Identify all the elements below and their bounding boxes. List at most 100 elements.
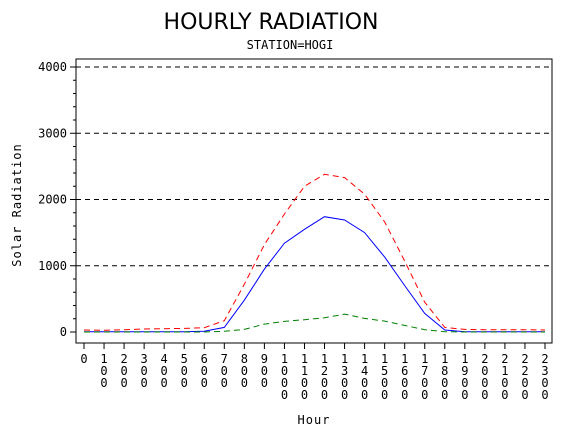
x-tick-digit: 2	[521, 364, 528, 378]
x-tick-digit: 0	[221, 364, 228, 378]
x-axis-label: Hour	[298, 413, 331, 427]
x-tick-digit: 0	[161, 376, 168, 390]
x-tick-digit: 0	[301, 376, 308, 390]
y-tick-label: 4000	[38, 60, 67, 74]
x-tick-digit: 2	[481, 352, 488, 366]
x-tick-label: 0	[80, 352, 87, 366]
x-tick-digit: 0	[321, 388, 328, 402]
x-tick-digit: 0	[161, 364, 168, 378]
series-line-1	[83, 173, 546, 331]
x-tick-label: 700	[221, 352, 228, 390]
x-tick-digit: 0	[181, 376, 188, 390]
x-tick-digit: 0	[281, 376, 288, 390]
x-tick-label: 600	[201, 352, 208, 390]
x-tick-digit: 0	[181, 364, 188, 378]
x-tick-digit: 1	[301, 364, 308, 378]
x-tick-digit: 0	[521, 376, 528, 390]
x-tick-digit: 0	[441, 376, 448, 390]
x-tick-digit: 0	[461, 388, 468, 402]
x-tick-digit: 0	[341, 388, 348, 402]
series-line-2	[84, 216, 545, 333]
x-tick-label: 500	[181, 352, 188, 390]
x-tick-digit: 0	[501, 376, 508, 390]
x-tick-digit: 0	[261, 376, 268, 390]
y-tick-label: 1000	[38, 259, 67, 273]
x-tick-digit: 8	[441, 364, 448, 378]
x-tick-digit: 0	[141, 364, 148, 378]
x-tick-digit: 0	[381, 388, 388, 402]
x-tick-digit: 0	[261, 364, 268, 378]
x-tick-digit: 1	[100, 352, 107, 366]
x-tick-digit: 1	[441, 352, 448, 366]
series-line-3	[84, 313, 545, 333]
x-tick-digit: 1	[381, 352, 388, 366]
x-tick-digit: 2	[501, 352, 508, 366]
x-tick-digit: 0	[80, 352, 87, 366]
x-tick-digit: 9	[261, 352, 268, 366]
y-tick-label: 3000	[38, 126, 67, 140]
x-tick-digit: 0	[521, 388, 528, 402]
x-tick-digit: 2	[521, 352, 528, 366]
x-tick-digit: 3	[541, 364, 548, 378]
x-tick-label: 1000	[281, 352, 288, 402]
series-lines	[83, 173, 546, 333]
x-tick-digit: 0	[301, 388, 308, 402]
x-tick-digit: 0	[361, 376, 368, 390]
x-tick-digit: 0	[541, 388, 548, 402]
x-tick-digit: 1	[321, 352, 328, 366]
x-tick-digit: 3	[141, 352, 148, 366]
plot-frame	[75, 58, 553, 344]
x-tick-digit: 0	[281, 364, 288, 378]
x-tick-digit: 1	[421, 352, 428, 366]
x-tick-digit: 2	[321, 364, 328, 378]
x-tick-digit: 6	[401, 364, 408, 378]
x-tick-digit: 1	[301, 352, 308, 366]
x-tick-digit: 2	[541, 352, 548, 366]
y-axis-label: Solar Radiation	[10, 143, 24, 266]
x-tick-digit: 1	[461, 352, 468, 366]
x-tick-digit: 3	[341, 364, 348, 378]
grid-lines	[76, 66, 552, 267]
y-axis: 0 1000 2000 3000 4000	[38, 60, 76, 339]
y-tick-label: 0	[60, 325, 67, 339]
x-tick-digit: 0	[481, 376, 488, 390]
x-tick-digit: 0	[100, 364, 107, 378]
x-tick-digit: 5	[181, 352, 188, 366]
x-tick-label: 200	[120, 352, 127, 390]
x-tick-digit: 0	[120, 376, 127, 390]
x-tick-digit: 0	[201, 364, 208, 378]
x-tick-label: 800	[241, 352, 248, 390]
x-tick-digit: 0	[100, 376, 107, 390]
x-tick-digit: 0	[241, 364, 248, 378]
x-tick-digit: 4	[361, 364, 368, 378]
x-tick-digit: 0	[241, 376, 248, 390]
x-tick-digit: 6	[201, 352, 208, 366]
x-tick-digit: 7	[421, 364, 428, 378]
x-tick-digit: 7	[221, 352, 228, 366]
x-tick-digit: 1	[281, 352, 288, 366]
chart-subtitle: STATION=HOGI	[247, 38, 334, 52]
x-tick-digit: 0	[321, 376, 328, 390]
x-tick-label: 100	[100, 352, 107, 390]
x-tick-digit: 1	[501, 364, 508, 378]
x-tick-digit: 1	[361, 352, 368, 366]
x-tick-digit: 0	[141, 376, 148, 390]
x-tick-digit: 0	[120, 364, 127, 378]
x-tick-digit: 2	[120, 352, 127, 366]
x-axis: 0 100200300400500600700800900100011001200…	[80, 343, 549, 402]
x-tick-digit: 5	[381, 364, 388, 378]
x-tick-digit: 0	[421, 388, 428, 402]
x-tick-digit: 0	[361, 388, 368, 402]
